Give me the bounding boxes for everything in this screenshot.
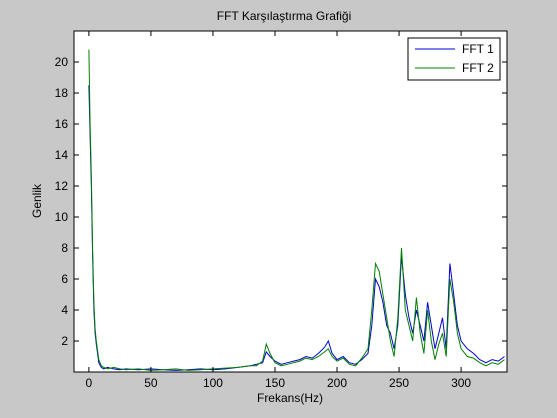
legend-label-fft-1: FFT 1 <box>462 42 494 56</box>
y-tick-label-18: 18 <box>55 86 69 100</box>
x-tick-label-100: 100 <box>203 376 223 390</box>
chart-title: FFT Karşılaştırma Grafiği <box>217 9 351 23</box>
y-tick-label-10: 10 <box>55 210 69 224</box>
x-tick-label-200: 200 <box>327 376 347 390</box>
y-axis-label: Genlik <box>30 183 44 218</box>
y-tick-label-20: 20 <box>55 55 69 69</box>
ticks-layer: 0 50 100 150 200 250 300 2 4 6 8 10 12 14 16 18 20 <box>55 31 507 390</box>
y-tick-label-16: 16 <box>55 117 69 131</box>
y-tick-label-2: 2 <box>61 334 68 348</box>
plot-frame <box>73 30 508 373</box>
legend: FFT 1 FFT 2 <box>407 37 501 81</box>
series-line-fft-2 <box>88 49 505 371</box>
x-axis-label: Frekans(Hz) <box>257 391 323 405</box>
y-tick-label-4: 4 <box>61 303 68 317</box>
y-tick-label-8: 8 <box>61 241 68 255</box>
x-tick-label-300: 300 <box>451 376 471 390</box>
y-tick-label-6: 6 <box>61 272 68 286</box>
plot-area <box>74 31 507 372</box>
x-tick-label-250: 250 <box>389 376 409 390</box>
legend-box <box>407 37 501 81</box>
y-tick-label-14: 14 <box>55 148 69 162</box>
series-layer <box>88 49 505 371</box>
x-tick-label-0: 0 <box>86 376 93 390</box>
legend-label-fft-2: FFT 2 <box>462 61 494 75</box>
x-tick-label-50: 50 <box>144 376 158 390</box>
x-tick-label-150: 150 <box>265 376 285 390</box>
y-tick-label-12: 12 <box>55 179 69 193</box>
